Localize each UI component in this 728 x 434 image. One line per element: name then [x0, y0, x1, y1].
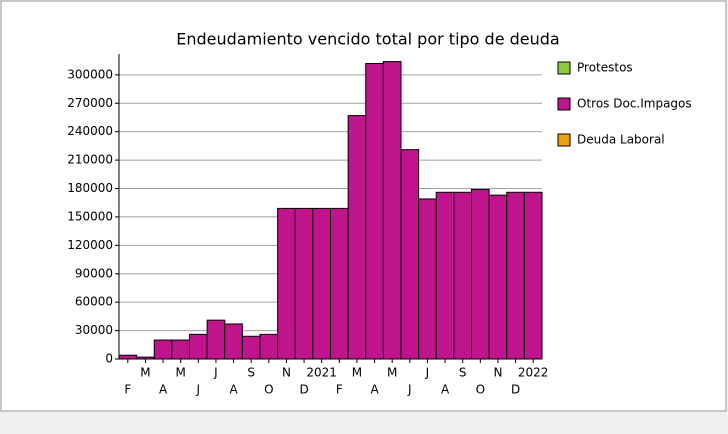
x-tick-label: J	[407, 383, 412, 397]
x-tick-label: F	[336, 383, 343, 397]
x-tick-label: A	[229, 383, 238, 397]
x-tick-label: J	[213, 366, 218, 380]
y-tick-label: 60000	[75, 295, 113, 309]
legend-label: Otros Doc.Impagos	[577, 97, 692, 111]
bar-segment	[277, 207, 296, 360]
x-tick-label: J	[425, 366, 430, 380]
bar-segment	[118, 354, 138, 360]
bar-segment	[241, 335, 261, 360]
x-tick-label: J	[196, 383, 201, 397]
x-tick-label: S	[247, 366, 255, 380]
bar-segment	[330, 207, 349, 360]
y-tick-label: 180000	[67, 181, 113, 195]
x-tick-label: N	[493, 366, 502, 380]
bar-segment	[418, 198, 437, 360]
legend-swatch	[557, 61, 571, 75]
y-tick-label: 270000	[67, 96, 113, 110]
bar-segment	[400, 149, 420, 360]
x-tick-label: A	[159, 383, 168, 397]
bar-segment	[153, 339, 173, 360]
x-tick-label: O	[264, 383, 273, 397]
bar-segment	[506, 191, 525, 360]
x-tick-label: 2021	[306, 366, 337, 380]
legend-swatch	[557, 133, 571, 147]
bar-segment	[224, 323, 243, 360]
x-tick-label: M	[176, 366, 186, 380]
legend-swatch	[557, 97, 571, 111]
y-tick-label: 300000	[67, 67, 113, 81]
bar-segment	[347, 115, 367, 360]
legend-label: Deuda Laboral	[577, 133, 665, 147]
x-tick-label: 2022	[518, 366, 549, 380]
bar-segment	[189, 333, 208, 360]
y-tick-label: 240000	[67, 124, 113, 138]
bar-segment	[365, 62, 384, 360]
bar-segment	[471, 188, 490, 360]
y-tick-label: 0	[105, 352, 113, 366]
x-tick-label: M	[140, 366, 150, 380]
bar-segment	[382, 61, 402, 360]
x-tick-label: M	[352, 366, 362, 380]
bar-segment	[206, 319, 226, 360]
bar-segment	[435, 191, 455, 360]
x-tick-label: A	[441, 383, 450, 397]
bar-segment	[171, 339, 190, 360]
y-tick-label: 30000	[75, 323, 113, 337]
y-tick-label: 210000	[67, 153, 113, 167]
x-tick-label: D	[511, 383, 520, 397]
legend-label: Protestos	[577, 61, 633, 75]
bar-segment	[453, 191, 472, 360]
y-tick-label: 90000	[75, 266, 113, 280]
bar-segment	[488, 194, 508, 360]
y-tick-label: 150000	[67, 209, 113, 223]
x-tick-label: O	[476, 383, 485, 397]
x-tick-label: D	[299, 383, 308, 397]
bar-segment	[294, 207, 314, 360]
x-tick-label: F	[124, 383, 131, 397]
x-tick-label: S	[459, 366, 467, 380]
bar-segment	[312, 207, 331, 360]
chart-title: Endeudamiento vencido total por tipo de …	[176, 30, 559, 49]
x-tick-label: M	[387, 366, 397, 380]
y-tick-label: 120000	[67, 238, 113, 252]
bar-segment	[259, 333, 279, 360]
bar-segment	[523, 191, 543, 360]
x-tick-label: A	[370, 383, 379, 397]
x-tick-label: N	[282, 366, 291, 380]
